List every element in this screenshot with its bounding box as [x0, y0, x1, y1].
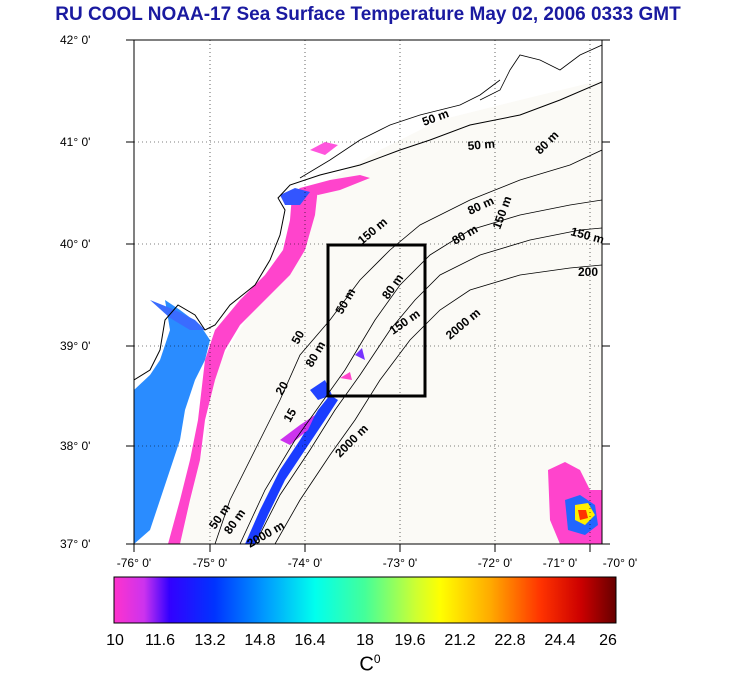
depth-label: 20	[272, 379, 291, 398]
sound-cold-patch	[310, 142, 338, 155]
colorbar-tick-label: 19.6	[394, 632, 426, 649]
contour-50m	[214, 149, 602, 544]
colorbar-tick-label: 16.4	[294, 632, 326, 649]
chesapeake-water	[134, 300, 210, 544]
shelf-cold-streak	[245, 395, 338, 544]
colorbar-tick-label: 11.6	[145, 632, 175, 649]
delaware-bay	[150, 300, 205, 330]
depth-label: 200	[578, 265, 598, 279]
colorbar-tick-label: 22.8	[494, 632, 526, 649]
depth-label: 50 m	[467, 137, 495, 153]
long-island-outline	[299, 79, 501, 179]
colorbar-tick-label: 10	[106, 632, 124, 649]
colorbar-unit-base: C	[359, 653, 374, 676]
lat-label-39: 39° 0'	[60, 339, 91, 353]
colorbar-tick-label: 13.2	[194, 632, 226, 649]
contour-150m	[254, 227, 602, 544]
lon-label-74: -74° 0'	[287, 556, 323, 570]
lat-label-40: 40° 0'	[60, 237, 91, 251]
lon-label-76: -76° 0'	[116, 556, 152, 570]
longisland-cold-band	[300, 175, 370, 195]
warm-eddy-center	[578, 510, 588, 520]
small-pink-patch	[340, 372, 352, 380]
axis-ticks	[126, 39, 610, 552]
ocean-region	[180, 80, 602, 544]
contour-80m	[239, 199, 602, 544]
lon-label-71: -71° 0'	[542, 556, 578, 570]
cape-cod-outline	[479, 44, 602, 101]
lon-label-70: -70° 0'	[602, 556, 638, 570]
lat-label-42: 42° 0'	[60, 33, 91, 47]
ny-harbor-water	[280, 188, 310, 205]
study-area-box	[326, 243, 427, 398]
depth-label: 50	[288, 328, 307, 347]
lat-label-41: 41° 0'	[60, 135, 91, 149]
depth-label: 15	[280, 406, 299, 425]
graticule	[134, 40, 602, 544]
lon-label-75: -75° 0'	[192, 556, 228, 570]
coastal-cold-band	[168, 188, 318, 544]
colorbar-tick-label: 24.4	[544, 632, 576, 649]
lat-label-37: 37° 0'	[60, 537, 91, 551]
small-violet-patch	[355, 348, 365, 360]
lon-label-73: -73° 0'	[382, 556, 418, 570]
map-title: RU COOL NOAA-17 Sea Surface Temperature …	[55, 4, 681, 25]
colorbar-unit-sup: 0	[373, 652, 381, 666]
lon-label-72: -72° 0'	[477, 556, 513, 570]
colorbar-unit: C0	[340, 652, 400, 677]
map-frame	[133, 39, 603, 545]
colorbar-tick-label: 26	[599, 632, 617, 649]
colorbar-tick-label: 18	[356, 632, 374, 649]
shelf-violet-patch	[280, 415, 315, 445]
colorbar-tick-label: 14.8	[244, 632, 276, 649]
coastline	[134, 81, 602, 381]
contour-2000m	[274, 264, 602, 544]
colorbar-tick-label: 21.2	[444, 632, 476, 649]
lat-label-38: 38° 0'	[60, 439, 91, 453]
colorbar	[113, 576, 617, 624]
